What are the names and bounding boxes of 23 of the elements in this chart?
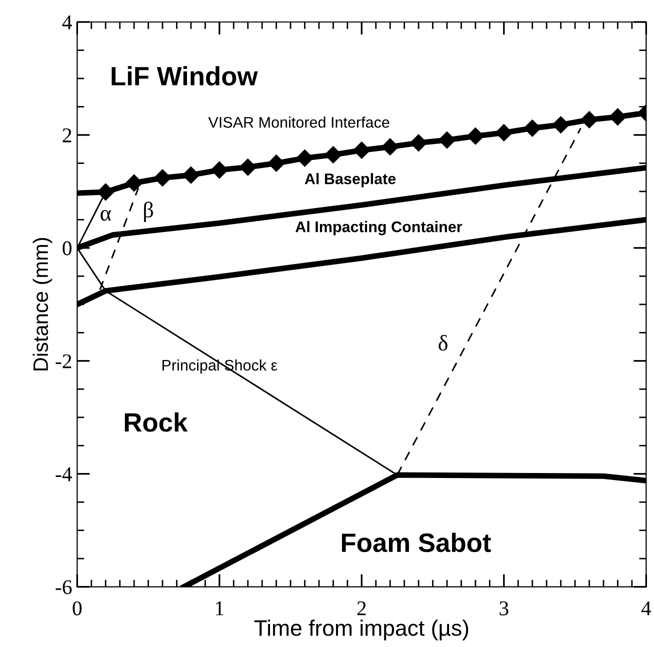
annotation: VISAR Monitored Interface	[208, 116, 390, 128]
annotation: Al Baseplate	[304, 173, 396, 188]
y-tick-label: 0	[62, 241, 72, 256]
y-tick-label: -4	[56, 467, 72, 482]
y-axis-title: Distance (mm)	[32, 238, 52, 370]
annotation: Principal Shock ε	[162, 359, 278, 374]
annotation: Rock	[124, 412, 188, 432]
y-tick-label: -2	[56, 354, 72, 368]
annotation: δ	[438, 334, 448, 351]
x-tick-label: 2	[357, 601, 366, 616]
y-tick-label: 4	[62, 16, 72, 30]
y-tick-label: -6	[56, 580, 72, 594]
annotation: Foam Sabot	[342, 532, 491, 552]
y-tick-label: 2	[62, 128, 72, 142]
x-tick-label: 1	[216, 601, 224, 616]
x-axis-title: Time from impact (µs)	[254, 620, 468, 640]
x-tick-label: 0	[72, 601, 82, 616]
annotation: α	[100, 210, 111, 221]
x-tick-label: 3	[500, 601, 508, 616]
x-tick-label: 4	[641, 601, 652, 616]
annotation: β	[144, 202, 154, 222]
annotation: LiF Window	[112, 66, 258, 86]
annotation: Al Impacting Container	[296, 221, 462, 236]
